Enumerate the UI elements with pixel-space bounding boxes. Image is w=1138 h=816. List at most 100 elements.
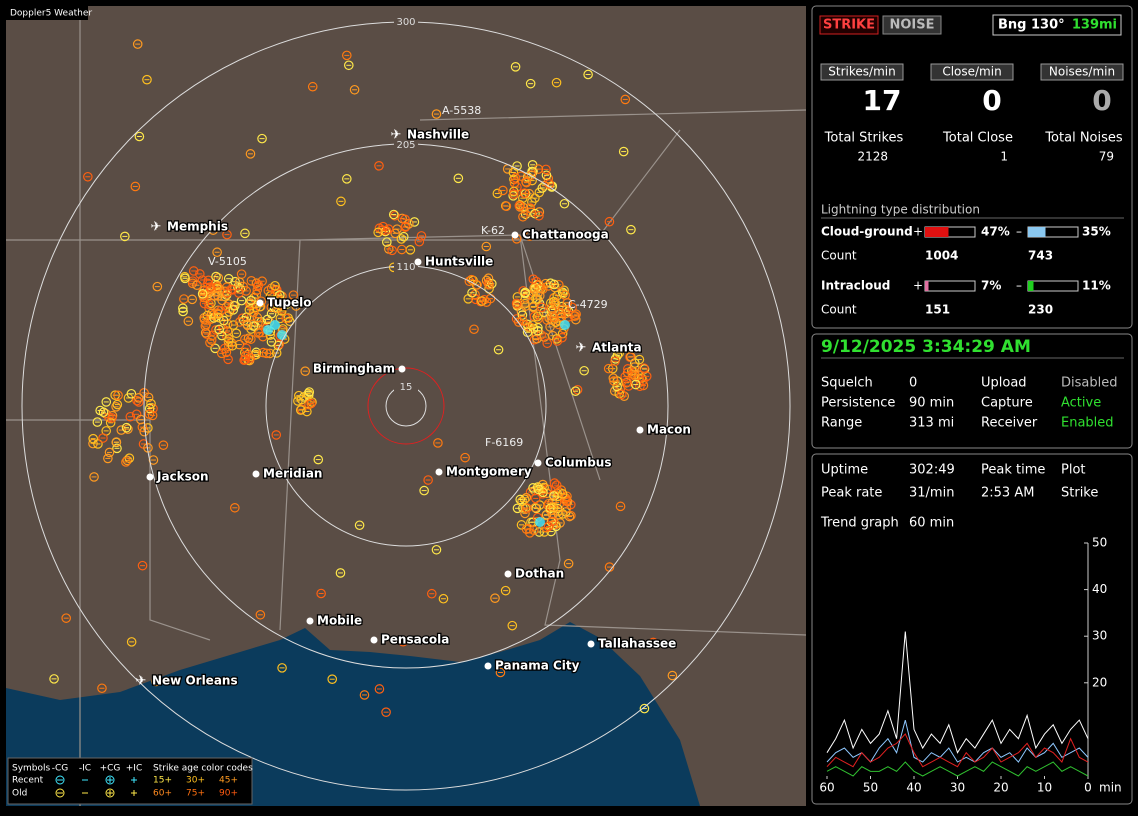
map: 300 205 110 15 ✈ Nashville ✈ Memphis Chattanooga… bbox=[6, 6, 807, 806]
status-datetime: 9/12/2025 3:34:29 AM bbox=[821, 337, 1031, 357]
ring-label: 205 bbox=[396, 140, 415, 151]
mode-button[interactable] bbox=[882, 15, 942, 35]
strike bbox=[555, 307, 565, 318]
strike bbox=[253, 280, 264, 290]
strike bbox=[335, 568, 346, 578]
ring-label: 110 bbox=[396, 262, 415, 273]
trend-line bbox=[826, 631, 1089, 754]
airport-icon: ✈ bbox=[576, 341, 587, 356]
strike bbox=[261, 348, 272, 359]
strike bbox=[484, 279, 494, 290]
title-bg bbox=[6, 6, 88, 20]
distribution-bar-track bbox=[924, 280, 976, 292]
strikes bbox=[49, 39, 678, 717]
strike bbox=[197, 275, 208, 285]
strike bbox=[241, 343, 252, 354]
strike bbox=[380, 226, 391, 237]
legend-title: Symbols bbox=[12, 764, 51, 774]
bearing-box bbox=[992, 14, 1122, 36]
airport-icon: ✈ bbox=[151, 220, 162, 235]
status-cell: Receiver bbox=[981, 416, 1038, 431]
strike bbox=[524, 231, 535, 241]
strike bbox=[547, 315, 558, 326]
distribution-percent: 47% bbox=[981, 225, 1010, 239]
strike bbox=[152, 281, 163, 292]
strike bbox=[639, 363, 649, 373]
strike bbox=[559, 198, 570, 209]
strike bbox=[144, 409, 155, 420]
city-dot bbox=[252, 470, 260, 478]
strike bbox=[105, 417, 116, 428]
x-unit: min bbox=[1099, 781, 1122, 795]
airport-icon: ✈ bbox=[136, 674, 147, 689]
city-label: Panama City bbox=[495, 659, 580, 673]
strike bbox=[541, 510, 551, 521]
y-tick-label: 30 bbox=[1092, 629, 1107, 643]
legend-row-label: Old bbox=[12, 789, 27, 799]
strike bbox=[158, 440, 169, 450]
strike bbox=[520, 508, 530, 519]
strike bbox=[537, 302, 547, 313]
legend: Symbols -CG -IC +CG +IC Strike age color code… bbox=[7, 757, 253, 805]
panel-box bbox=[811, 453, 1133, 805]
strike bbox=[398, 636, 408, 647]
city-dot bbox=[587, 640, 595, 648]
city-dot bbox=[370, 636, 378, 644]
strike bbox=[396, 234, 407, 244]
strike bbox=[126, 388, 137, 399]
strike bbox=[212, 247, 222, 258]
strike bbox=[400, 214, 410, 225]
storm-label: V-5105 bbox=[208, 255, 247, 268]
strike bbox=[222, 288, 233, 298]
strike bbox=[281, 299, 292, 309]
distribution-label: Intracloud bbox=[821, 279, 890, 293]
strike bbox=[343, 60, 354, 71]
city-label: Columbus bbox=[545, 456, 612, 470]
strike bbox=[552, 336, 563, 346]
rate-label: Strikes/min bbox=[828, 65, 895, 79]
strike bbox=[116, 425, 127, 435]
city-label: Tupelo bbox=[267, 296, 312, 310]
y-tick-label: 40 bbox=[1092, 582, 1107, 596]
strike bbox=[374, 684, 385, 694]
strike bbox=[302, 406, 312, 417]
legend-symbol-type: +IC bbox=[126, 764, 142, 774]
panel-box bbox=[811, 333, 1133, 449]
strike bbox=[616, 389, 627, 400]
strike bbox=[255, 609, 266, 620]
y-tick-label: 50 bbox=[1092, 536, 1107, 550]
strike bbox=[467, 287, 477, 298]
mode-button[interactable] bbox=[819, 15, 879, 35]
strike bbox=[214, 324, 224, 335]
status-cell: 0 bbox=[909, 376, 917, 391]
window-title: Doppler5 Weather bbox=[10, 9, 92, 19]
strike bbox=[626, 224, 636, 235]
strike bbox=[518, 193, 528, 203]
strike bbox=[83, 171, 93, 182]
city-label: Memphis bbox=[167, 220, 228, 234]
strike bbox=[626, 351, 636, 362]
strike bbox=[252, 285, 263, 295]
city-dot bbox=[256, 299, 264, 307]
strike bbox=[426, 588, 437, 599]
strike bbox=[397, 244, 407, 255]
strike bbox=[543, 281, 554, 291]
status-cell: Active bbox=[1061, 396, 1101, 411]
x-tick-label: 10 bbox=[1037, 781, 1052, 795]
state-borders bbox=[6, 6, 807, 806]
city-dot bbox=[146, 473, 154, 481]
strike bbox=[92, 417, 103, 427]
strike bbox=[526, 170, 537, 180]
strike bbox=[271, 348, 282, 358]
strike bbox=[547, 516, 558, 527]
strike bbox=[539, 307, 549, 318]
legend-symbol bbox=[55, 788, 65, 798]
strike bbox=[557, 287, 568, 298]
strike bbox=[527, 320, 538, 330]
strike bbox=[514, 201, 525, 211]
city-label: Macon bbox=[647, 423, 691, 437]
strike bbox=[563, 558, 574, 569]
stats-cell: 60 min bbox=[909, 516, 954, 531]
strike bbox=[266, 337, 277, 347]
stats-cell: Strike bbox=[1061, 486, 1098, 501]
